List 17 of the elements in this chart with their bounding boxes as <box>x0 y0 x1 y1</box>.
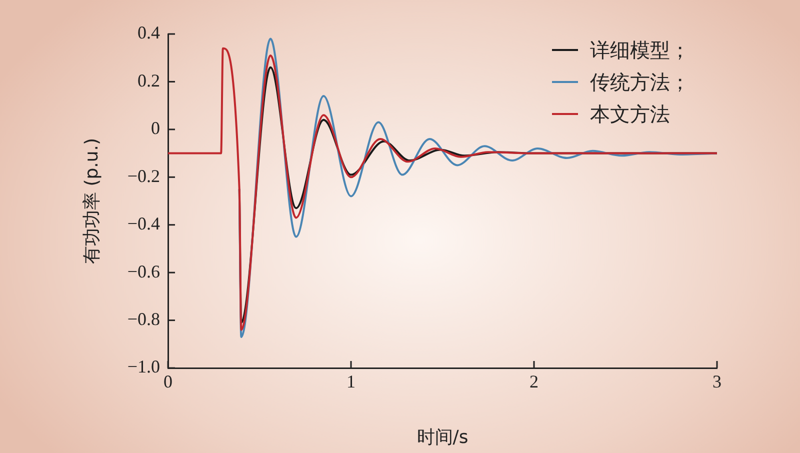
y-tick-label: −0.6 <box>127 261 160 282</box>
y-tick-label: −1.0 <box>127 356 160 377</box>
y-tick-label: −0.4 <box>127 214 160 234</box>
y-tick-label: 0.4 <box>138 22 160 43</box>
legend-label: 本文方法 <box>590 100 670 128</box>
x-axis-title: 时间/s <box>416 426 468 448</box>
y-tick-label: −0.2 <box>127 166 160 186</box>
y-axis-title: 有功功率 (p.u.) <box>81 138 102 264</box>
legend-label: 传统方法； <box>590 68 690 96</box>
y-tick-label: 0.2 <box>138 70 160 90</box>
y-tick-label: 0 <box>151 118 160 138</box>
x-tick-label: 0 <box>164 372 172 392</box>
y-tick-label: −0.8 <box>127 309 160 330</box>
x-tick-label: 3 <box>712 372 722 392</box>
x-tick-label: 1 <box>346 372 356 392</box>
legend-label: 详细模型； <box>590 36 690 64</box>
x-tick-label: 2 <box>530 372 538 392</box>
